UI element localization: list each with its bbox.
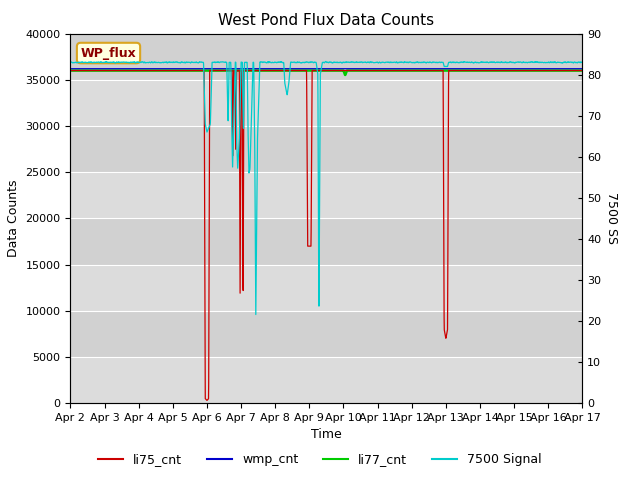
X-axis label: Time: Time — [311, 429, 342, 442]
Title: West Pond Flux Data Counts: West Pond Flux Data Counts — [218, 13, 435, 28]
Text: WP_flux: WP_flux — [81, 47, 136, 60]
Y-axis label: Data Counts: Data Counts — [7, 180, 20, 257]
Bar — [70, 311, 582, 357]
Bar — [70, 126, 582, 172]
Bar — [70, 218, 582, 264]
Y-axis label: 7500 SS: 7500 SS — [605, 192, 618, 244]
Bar — [70, 34, 582, 80]
Legend: li75_cnt, wmp_cnt, li77_cnt, 7500 Signal: li75_cnt, wmp_cnt, li77_cnt, 7500 Signal — [93, 448, 547, 471]
